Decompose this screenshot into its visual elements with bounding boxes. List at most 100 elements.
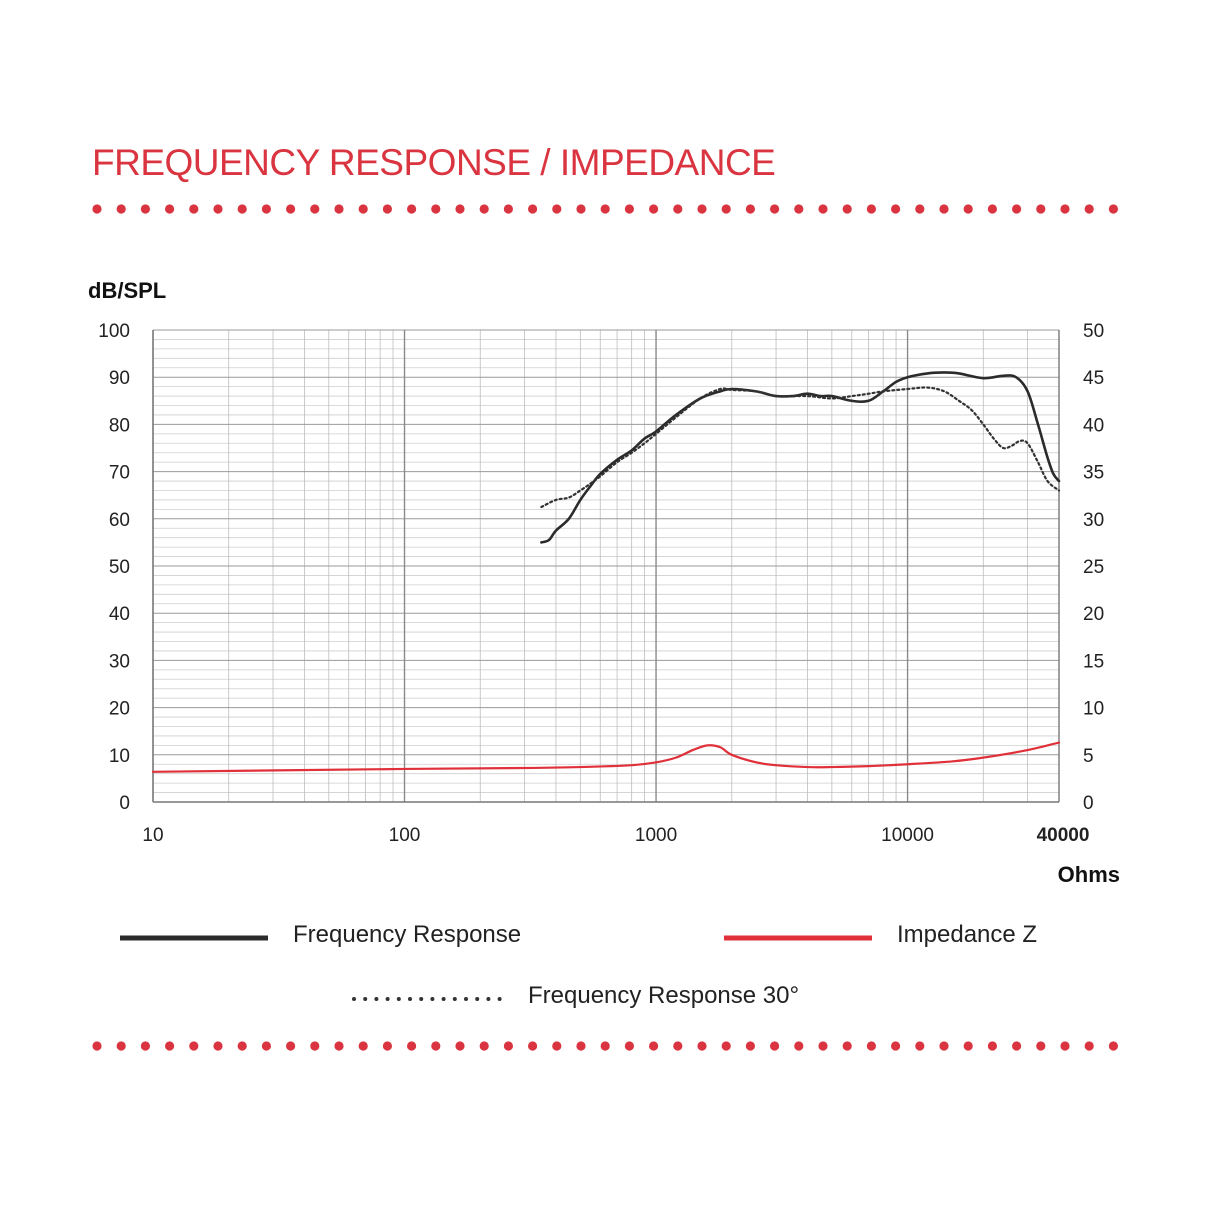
x-tick-label: 10000 bbox=[881, 825, 934, 846]
divider-dot bbox=[213, 204, 223, 214]
divider-dot bbox=[334, 1041, 344, 1051]
page-title: FREQUENCY RESPONSE / IMPEDANCE bbox=[92, 142, 776, 183]
divider-dot bbox=[721, 204, 731, 214]
divider-dot bbox=[503, 1041, 513, 1051]
y2-tick-label: 15 bbox=[1083, 651, 1104, 672]
legend-label: Impedance Z bbox=[897, 921, 1037, 948]
divider-dot bbox=[237, 1041, 247, 1051]
divider-dot bbox=[673, 1041, 683, 1051]
divider-dot bbox=[600, 1041, 610, 1051]
legend: Frequency Response Impedance Z Frequency R… bbox=[120, 921, 1037, 1009]
divider-dot bbox=[116, 204, 126, 214]
y2-tick-label: 35 bbox=[1083, 463, 1104, 484]
divider-dot bbox=[842, 204, 852, 214]
y-tick-label: 80 bbox=[109, 415, 130, 436]
divider-dot bbox=[745, 204, 756, 214]
divider-dot bbox=[407, 1041, 417, 1051]
dotted-divider-bottom bbox=[92, 1041, 1118, 1051]
y2-tick-label: 0 bbox=[1083, 793, 1094, 814]
divider-dot bbox=[334, 204, 344, 214]
divider-dot bbox=[528, 1041, 538, 1051]
divider-dot bbox=[1084, 1041, 1094, 1051]
divider-dot bbox=[576, 1041, 586, 1051]
divider-dot bbox=[818, 204, 828, 214]
y2-tick-label: 45 bbox=[1083, 368, 1104, 389]
series-impedance-z bbox=[151, 741, 1061, 773]
legend-label: Frequency Response 30° bbox=[528, 982, 799, 1009]
divider-dot bbox=[649, 204, 659, 214]
y-tick-label: 20 bbox=[109, 699, 130, 720]
divider-dot bbox=[915, 204, 925, 214]
divider-dot bbox=[1036, 204, 1046, 214]
divider-dot bbox=[891, 204, 901, 214]
divider-dot bbox=[1060, 1041, 1070, 1051]
y2-tick-label: 40 bbox=[1083, 415, 1104, 436]
divider-dot bbox=[1012, 204, 1022, 214]
divider-dot bbox=[261, 204, 271, 214]
divider-dot bbox=[407, 204, 417, 214]
series-layer bbox=[151, 371, 1061, 773]
divider-dot bbox=[431, 204, 441, 214]
divider-dot bbox=[963, 1041, 973, 1051]
divider-dot bbox=[576, 204, 586, 214]
divider-dot bbox=[963, 204, 973, 214]
y-tick-label: 60 bbox=[109, 510, 130, 531]
divider-dot bbox=[189, 1041, 199, 1051]
divider-dot bbox=[1084, 204, 1094, 214]
grid-major-lines bbox=[152, 329, 1059, 803]
legend-label: Frequency Response bbox=[293, 921, 521, 948]
series-frequency-response-30 bbox=[540, 386, 1061, 509]
divider-dot bbox=[891, 1041, 901, 1051]
divider-dot bbox=[479, 204, 489, 214]
divider-dot bbox=[382, 204, 392, 214]
divider-dot bbox=[213, 1041, 223, 1051]
divider-dot bbox=[382, 1041, 392, 1051]
y2-tick-label: 50 bbox=[1083, 321, 1104, 342]
divider-dot bbox=[431, 1041, 441, 1051]
divider-dot bbox=[794, 204, 804, 214]
y-axis-title: dB/SPL bbox=[88, 278, 166, 303]
dotted-divider-top bbox=[92, 204, 1118, 214]
divider-dot bbox=[939, 1041, 949, 1051]
divider-dot bbox=[455, 204, 465, 214]
divider-dot bbox=[165, 204, 175, 214]
divider-dot bbox=[310, 1041, 320, 1051]
divider-dot bbox=[939, 204, 949, 214]
divider-dot bbox=[503, 204, 513, 214]
divider-dot bbox=[697, 1041, 707, 1051]
divider-dot bbox=[552, 204, 562, 214]
divider-dot bbox=[92, 204, 102, 214]
divider-dot bbox=[866, 1041, 877, 1051]
y2-tick-label: 20 bbox=[1083, 604, 1104, 625]
divider-dot bbox=[1012, 1041, 1022, 1051]
divider-dot bbox=[92, 1041, 102, 1051]
divider-dot bbox=[1108, 1041, 1118, 1051]
divider-dot bbox=[286, 1041, 296, 1051]
x-tick-label: 40000 bbox=[1037, 825, 1090, 846]
divider-dot bbox=[697, 204, 707, 214]
divider-dot bbox=[770, 204, 780, 214]
divider-dot bbox=[140, 204, 150, 214]
divider-dot bbox=[600, 204, 610, 214]
y2-tick-label: 30 bbox=[1083, 510, 1104, 531]
divider-dot bbox=[310, 204, 320, 214]
divider-dot bbox=[552, 1041, 562, 1051]
divider-dot bbox=[624, 204, 635, 214]
y-tick-label: 70 bbox=[109, 463, 130, 484]
divider-dot bbox=[649, 1041, 659, 1051]
divider-dot bbox=[358, 204, 368, 214]
divider-dot bbox=[528, 204, 538, 214]
divider-dot bbox=[1036, 1041, 1046, 1051]
y2-tick-label: 10 bbox=[1083, 699, 1104, 720]
tick-labels: 0102030405060708090100051015202530354045… bbox=[98, 321, 1104, 846]
axes bbox=[152, 330, 1060, 803]
divider-dot bbox=[189, 204, 199, 214]
divider-dot bbox=[673, 204, 683, 214]
y2-tick-label: 25 bbox=[1083, 557, 1104, 578]
divider-dot bbox=[165, 1041, 175, 1051]
y-tick-label: 50 bbox=[109, 557, 130, 578]
divider-dot bbox=[770, 1041, 780, 1051]
divider-dot bbox=[116, 1041, 126, 1051]
x-tick-label: 1000 bbox=[635, 825, 677, 846]
